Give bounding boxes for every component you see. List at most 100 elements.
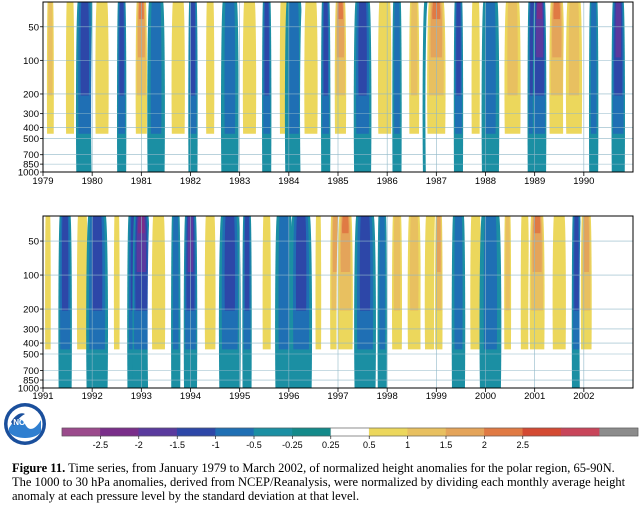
y-tick-label: 100 xyxy=(23,56,39,67)
anomaly-band xyxy=(119,2,124,96)
anomaly-band xyxy=(574,216,579,311)
anomaly-band xyxy=(379,216,386,350)
x-tick-label: 1995 xyxy=(229,391,250,402)
anomaly-band xyxy=(332,216,339,272)
anomaly-band xyxy=(533,216,541,234)
x-tick-label: 1993 xyxy=(131,391,152,402)
anomaly-band xyxy=(454,216,463,350)
y-tick-label: 700 xyxy=(23,150,39,161)
anomaly-band xyxy=(483,216,498,350)
anomaly-band xyxy=(295,216,307,311)
colorbar-label: 0.25 xyxy=(322,440,340,450)
x-tick-label: 1999 xyxy=(426,391,447,402)
anomaly-band xyxy=(206,2,215,134)
x-tick-label: 1990 xyxy=(573,176,594,187)
colorbar-swatch xyxy=(599,427,639,437)
colorbar-swatch xyxy=(368,427,408,437)
y-tick-label: 200 xyxy=(23,305,39,316)
y-tick-label: 1000 xyxy=(18,168,39,179)
anomaly-band xyxy=(505,216,510,311)
x-tick-label: 1989 xyxy=(524,176,545,187)
colorbar-label: 1.5 xyxy=(440,440,453,450)
colorbar-swatch xyxy=(100,427,140,437)
anomaly-band xyxy=(150,2,162,134)
y-tick-label: 100 xyxy=(23,271,39,282)
x-tick-label: 1988 xyxy=(475,176,496,187)
y-tick-label: 500 xyxy=(23,350,39,361)
colorbar-swatch xyxy=(330,427,370,437)
x-tick-label: 1984 xyxy=(278,176,299,187)
anomaly-band xyxy=(520,216,529,350)
anomaly-band xyxy=(278,216,290,350)
x-tick-label: 1985 xyxy=(327,176,348,187)
x-tick-label: 1981 xyxy=(131,176,152,187)
x-tick-label: 1987 xyxy=(426,176,447,187)
noaa-logo: NOAA xyxy=(4,403,46,445)
colorbar-swatch xyxy=(484,427,524,437)
x-tick-label: 1998 xyxy=(377,391,398,402)
anomaly-band xyxy=(436,216,441,272)
anomaly-band xyxy=(224,216,236,311)
x-tick-label: 1983 xyxy=(229,176,250,187)
y-tick-label: 200 xyxy=(23,89,39,100)
anomaly-band xyxy=(76,216,88,350)
x-tick-label: 1996 xyxy=(278,391,299,402)
colorbar-label: -1.5 xyxy=(169,440,185,450)
anomaly-band xyxy=(242,2,257,134)
anomaly-band xyxy=(80,2,90,96)
anomaly-band xyxy=(378,2,392,134)
anomaly-band xyxy=(553,2,561,20)
y-tick-label: 400 xyxy=(23,339,39,350)
anomaly-band xyxy=(190,2,196,96)
colorbar-label: 2 xyxy=(482,440,487,450)
anomaly-band xyxy=(507,2,518,96)
y-tick-label: 300 xyxy=(23,324,39,335)
anomaly-band xyxy=(172,216,179,350)
x-tick-label: 2002 xyxy=(573,391,594,402)
anomaly-band xyxy=(485,2,496,134)
anomaly-band xyxy=(244,216,250,311)
colorbar-label: -0.25 xyxy=(282,440,303,450)
y-tick-label: 500 xyxy=(23,134,39,145)
anomaly-band xyxy=(95,2,109,134)
anomaly-band xyxy=(537,2,543,20)
anomaly-band xyxy=(224,2,236,134)
anomaly-band xyxy=(48,2,53,96)
colorbar-swatch xyxy=(61,427,101,437)
y-tick-label: 50 xyxy=(28,237,39,248)
anomaly-band xyxy=(456,2,461,96)
colorbar-swatch xyxy=(253,427,293,437)
colorbar-swatch xyxy=(138,427,178,437)
colorbar: -2.5 -2 -1.5 -1 -0.5 -0.25 0.25 0.5 1 1.5 2 2.5 xyxy=(61,427,639,450)
x-tick-label: 1991 xyxy=(32,391,53,402)
anomaly-band xyxy=(171,2,185,134)
anomaly-band xyxy=(359,216,371,311)
anomaly-band xyxy=(262,216,271,350)
anomaly-band xyxy=(552,216,566,350)
caption-text: Time series, from January 1979 to March … xyxy=(12,461,626,503)
colorbar-label: 1 xyxy=(405,440,410,450)
anomaly-band xyxy=(323,2,328,96)
x-tick-label: 1982 xyxy=(180,176,201,187)
x-tick-label: 1992 xyxy=(82,391,103,402)
anomaly-field xyxy=(43,216,594,388)
colorbar-swatch xyxy=(292,427,332,437)
anomaly-band xyxy=(342,216,349,234)
colorbar-label: -2 xyxy=(135,440,143,450)
anomaly-band xyxy=(65,2,75,134)
anomaly-band xyxy=(315,216,322,350)
anomaly-band xyxy=(45,216,51,350)
anomaly-band xyxy=(358,2,367,96)
anomaly-band xyxy=(304,2,318,134)
anomaly-band xyxy=(568,2,580,96)
colorbar-swatch xyxy=(407,427,447,437)
colorbar-label: -0.5 xyxy=(246,440,262,450)
anomaly-band xyxy=(113,216,120,350)
anomaly-band xyxy=(61,216,69,311)
y-tick-label: 400 xyxy=(23,123,39,134)
anomaly-band xyxy=(151,216,166,350)
anomaly-band xyxy=(394,2,400,134)
anomaly-band xyxy=(471,2,480,134)
colorbar-frame xyxy=(61,427,639,437)
